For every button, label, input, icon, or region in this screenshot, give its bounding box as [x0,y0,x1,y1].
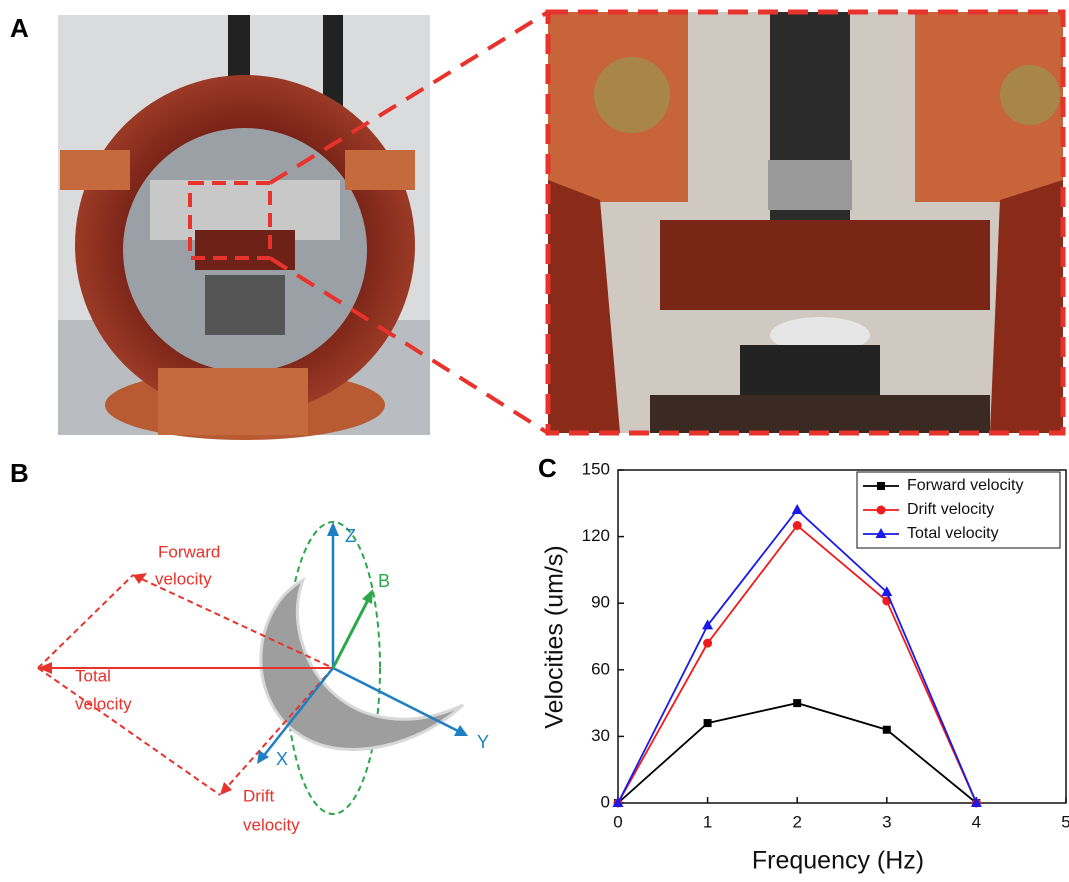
y-axis-label: Velocities (um/s) [541,545,569,728]
series-line [618,703,976,803]
chart: 0 30 60 90 120 150 0 1 2 3 4 5 Forward velocity Drift… [582,459,1069,831]
y-tick-label: 60 [591,659,610,678]
x-tick-label: 3 [882,812,891,831]
marker [703,639,712,648]
legend-marker [877,506,886,515]
marker [704,719,712,727]
legend-label: Drift velocity [907,501,994,518]
x-tick-label: 4 [972,812,981,831]
vector-label: Drift [243,786,274,805]
y-tick-label: 150 [582,459,610,478]
x-tick-label: 1 [703,812,712,831]
y-tick-label: 30 [591,726,610,745]
axis-label: Z [345,526,356,546]
marker [792,504,803,514]
panel-label: A [10,13,29,43]
legend-label: Total velocity [907,525,999,542]
vector-label: velocity [75,694,132,713]
photo-zoom [548,12,1063,433]
field-label: B [378,571,390,591]
vector-diagram: Z Y X B Forward velocity Total velocity … [38,522,489,834]
figure: A B [0,0,1069,882]
vector-label: Total [75,666,111,685]
vector-label: velocity [243,815,300,834]
x-tick-label: 5 [1061,812,1069,831]
photo-apparatus [58,15,430,440]
vector-label: velocity [155,569,212,588]
legend-marker [877,482,885,490]
panel-label: C [538,453,557,483]
axis-label: Y [477,732,489,752]
axis-label: X [276,749,288,769]
marker [793,521,802,530]
x-tick-label: 2 [792,812,801,831]
x-axis-label: Frequency (Hz) [752,847,924,875]
legend-label: Forward velocity [907,477,1023,494]
y-tick-label: 120 [582,526,610,545]
y-tick-label: 0 [601,792,610,811]
marker [883,726,891,734]
panel-label: B [10,458,29,488]
vector-label: Forward [158,542,220,561]
figure-svg: A B [0,0,1069,882]
y-tick-label: 90 [591,593,610,612]
marker [793,699,801,707]
series-line [618,526,976,804]
x-tick-label: 0 [613,812,622,831]
